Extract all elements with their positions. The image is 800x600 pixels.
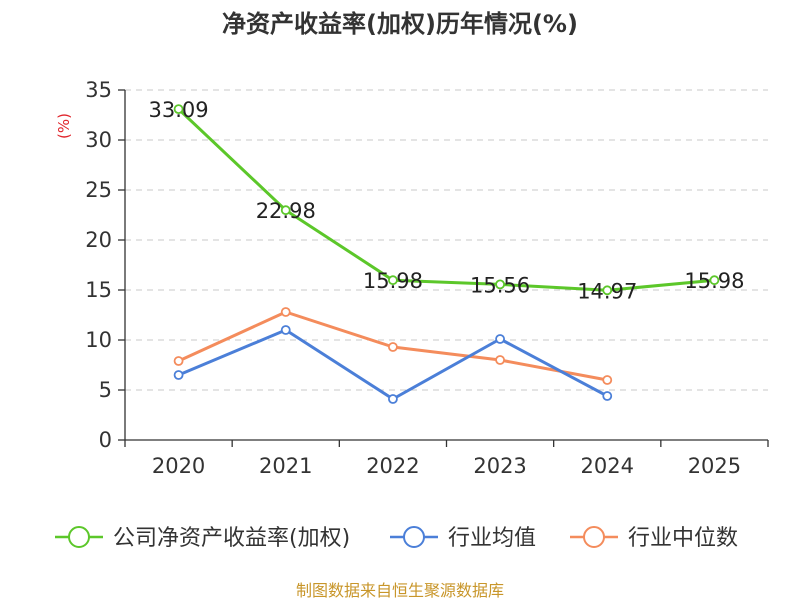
y-tick-label: 30 bbox=[85, 128, 112, 152]
y-axis-label: (%) bbox=[55, 113, 73, 139]
data-point[interactable] bbox=[495, 334, 505, 344]
x-tick-label: 2021 bbox=[259, 454, 312, 478]
y-tick-label: 5 bbox=[99, 378, 112, 402]
data-point[interactable] bbox=[495, 279, 505, 290]
data-point[interactable] bbox=[602, 391, 613, 401]
y-tick-label: 10 bbox=[85, 328, 112, 352]
data-point[interactable] bbox=[173, 104, 184, 114]
data-point[interactable] bbox=[173, 356, 184, 366]
y-tick-label: 25 bbox=[85, 178, 112, 202]
data-label: 14.97 bbox=[577, 279, 637, 303]
data-point[interactable] bbox=[495, 355, 505, 365]
legend-marker bbox=[403, 526, 425, 548]
x-tick-label: 2025 bbox=[688, 454, 741, 478]
data-point[interactable] bbox=[602, 375, 613, 385]
grid-lines bbox=[125, 89, 768, 391]
legend-item-1[interactable]: 行业均值 bbox=[390, 526, 536, 551]
legend-marker bbox=[68, 526, 90, 548]
source-note: 制图数据来自恒生聚源数据库 bbox=[296, 581, 504, 600]
legend-label: 行业均值 bbox=[448, 526, 536, 551]
data-point[interactable] bbox=[388, 394, 398, 404]
x-tick-label: 2023 bbox=[473, 454, 526, 478]
legend[interactable]: 公司净资产收益率(加权) 行业均值 行业中位数 bbox=[55, 526, 738, 551]
data-label: 33.09 bbox=[149, 98, 209, 122]
data-point[interactable] bbox=[602, 285, 613, 296]
series-lines bbox=[173, 104, 720, 404]
x-tick-label: 2022 bbox=[366, 454, 419, 478]
y-tick-label: 0 bbox=[99, 428, 112, 452]
data-label: 15.98 bbox=[684, 269, 744, 293]
data-label: 15.98 bbox=[363, 269, 423, 293]
y-tick-label: 35 bbox=[85, 78, 112, 102]
legend-item-2[interactable]: 行业中位数 bbox=[570, 526, 738, 551]
y-tick-label: 20 bbox=[85, 228, 112, 252]
legend-marker bbox=[583, 526, 605, 548]
y-tick-label: 15 bbox=[85, 278, 112, 302]
chart-title: 净资产收益率(加权)历年情况(%) bbox=[222, 10, 578, 38]
data-point[interactable] bbox=[709, 275, 720, 286]
series-line-0 bbox=[177, 108, 715, 292]
x-tick-label: 2020 bbox=[152, 454, 205, 478]
data-label: 22.98 bbox=[256, 199, 316, 223]
data-point[interactable] bbox=[388, 275, 398, 286]
x-tick-label: 2024 bbox=[581, 454, 634, 478]
data-point[interactable] bbox=[388, 342, 398, 352]
data-label: 15.56 bbox=[470, 273, 530, 297]
data-labels: 33.09 22.98 15.98 15.56 14.97 15.98 bbox=[149, 98, 745, 303]
data-point[interactable] bbox=[173, 370, 184, 380]
data-point[interactable] bbox=[280, 205, 291, 216]
data-point[interactable] bbox=[280, 325, 291, 335]
data-point[interactable] bbox=[280, 307, 291, 317]
legend-label: 行业中位数 bbox=[628, 526, 738, 551]
legend-item-0[interactable]: 公司净资产收益率(加权) bbox=[55, 526, 350, 551]
legend-label: 公司净资产收益率(加权) bbox=[113, 526, 350, 551]
